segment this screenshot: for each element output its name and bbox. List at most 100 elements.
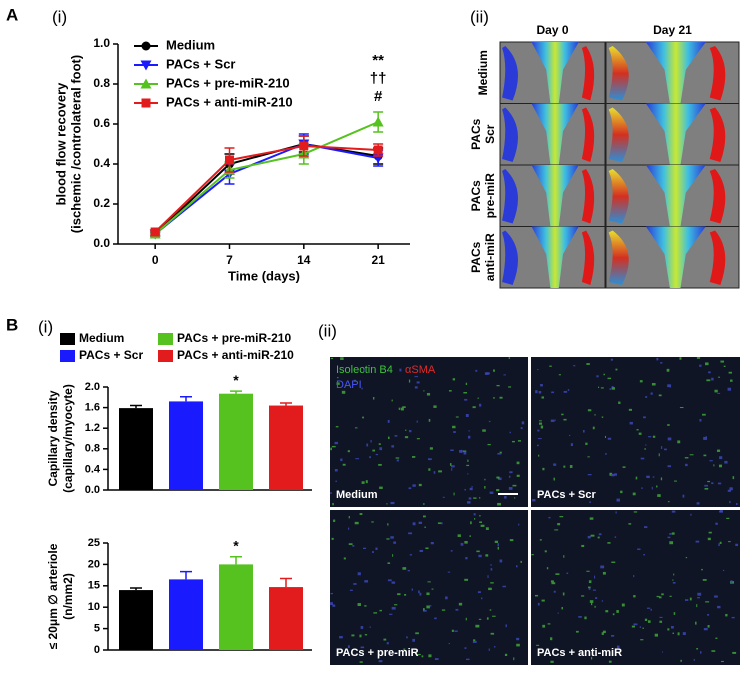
tissue-speck (537, 444, 539, 447)
tissue-speck (351, 634, 355, 637)
tissue-speck (393, 541, 397, 544)
tissue-speck (373, 612, 378, 614)
tissue-speck (490, 632, 495, 635)
panel-caption: Medium (336, 489, 378, 501)
tissue-speck (508, 357, 511, 359)
legend-label: Medium (79, 331, 124, 345)
tissue-speck (453, 492, 455, 496)
tissue-speck (414, 386, 418, 389)
annotation: ** (372, 52, 384, 69)
tissue-speck (497, 452, 502, 455)
tissue-speck (703, 628, 708, 631)
tissue-speck (423, 515, 426, 518)
y-axis-label: Capillary density (46, 390, 60, 486)
tissue-speck (416, 438, 420, 440)
tissue-speck (334, 469, 338, 472)
tissue-speck (378, 463, 382, 466)
tissue-speck (725, 613, 728, 617)
error-bar (280, 402, 292, 406)
tissue-speck (452, 378, 456, 381)
tissue-speck (472, 406, 476, 409)
tissue-speck (590, 534, 595, 537)
tissue-speck (666, 368, 670, 372)
y-tick-label: 15 (88, 580, 100, 592)
right-limb (581, 230, 595, 285)
tissue-speck (603, 373, 605, 376)
bar (169, 579, 203, 650)
tissue-speck (705, 436, 707, 438)
tissue-speck (650, 392, 653, 395)
y-tick-label: 10 (88, 601, 100, 613)
tissue-speck (605, 453, 607, 455)
bar (119, 590, 153, 650)
legend-marker (140, 60, 152, 71)
tissue-speck (594, 414, 596, 416)
tissue-speck (677, 632, 680, 636)
tissue-speck (354, 521, 359, 525)
tissue-speck (589, 517, 594, 520)
tissue-speck (584, 616, 587, 620)
tissue-speck (672, 582, 676, 584)
tissue-speck (555, 573, 560, 575)
tissue-speck (559, 516, 564, 518)
tissue-speck (497, 546, 500, 550)
right-limb (581, 107, 595, 162)
tissue-speck (469, 535, 472, 537)
tissue-speck (541, 599, 545, 602)
tissue-speck (494, 645, 496, 648)
bar (119, 408, 153, 490)
tissue-speck (497, 543, 500, 547)
tissue-speck (679, 357, 682, 360)
tissue-speck (490, 582, 494, 584)
tissue-speck (423, 503, 425, 505)
tissue-speck (707, 613, 710, 616)
tissue-speck (472, 640, 477, 644)
tissue-speck (458, 602, 463, 606)
legend-label: PACs + pre-miR-210 (166, 75, 290, 90)
tissue-speck (430, 541, 434, 545)
tissue-speck (726, 517, 730, 519)
tissue-speck (539, 539, 542, 541)
tissue-speck (476, 550, 480, 553)
tissue-speck (464, 540, 468, 544)
tissue-speck (563, 555, 565, 558)
tissue-speck (645, 444, 647, 446)
tissue-speck (357, 572, 361, 576)
tissue-speck (504, 653, 508, 657)
tissue-speck (689, 454, 694, 456)
tissue-speck (516, 637, 520, 641)
tissue-speck (569, 465, 573, 468)
tissue-speck (657, 494, 661, 497)
tissue-speck (735, 543, 739, 547)
tissue-speck (457, 534, 461, 537)
tissue-speck (449, 463, 452, 466)
tissue-speck (504, 495, 507, 499)
tissue-speck (544, 550, 547, 553)
tissue-speck (595, 597, 598, 599)
tissue-speck (651, 486, 653, 490)
tissue-speck (685, 463, 688, 467)
tissue-speck (719, 541, 722, 544)
tissue-speck (699, 364, 702, 367)
tissue-speck (618, 401, 621, 404)
tissue-speck (490, 568, 493, 571)
tissue-speck (411, 456, 416, 458)
tissue-speck (585, 442, 588, 445)
tissue-speck (478, 618, 482, 620)
tissue-speck (406, 636, 408, 639)
tissue-speck (542, 467, 545, 471)
tissue-speck (550, 637, 553, 641)
tissue-speck (404, 593, 407, 596)
tissue-speck (464, 398, 468, 401)
tissue-speck (423, 390, 425, 392)
tissue-speck (520, 427, 523, 430)
tissue-speck (497, 476, 500, 479)
tissue-speck (711, 377, 714, 381)
tissue-speck (468, 430, 470, 432)
tissue-speck (586, 363, 590, 365)
micrograph (531, 510, 740, 665)
tissue-speck (464, 647, 467, 649)
tissue-speck (514, 497, 516, 499)
torso (645, 42, 706, 104)
tissue-speck (588, 587, 591, 590)
